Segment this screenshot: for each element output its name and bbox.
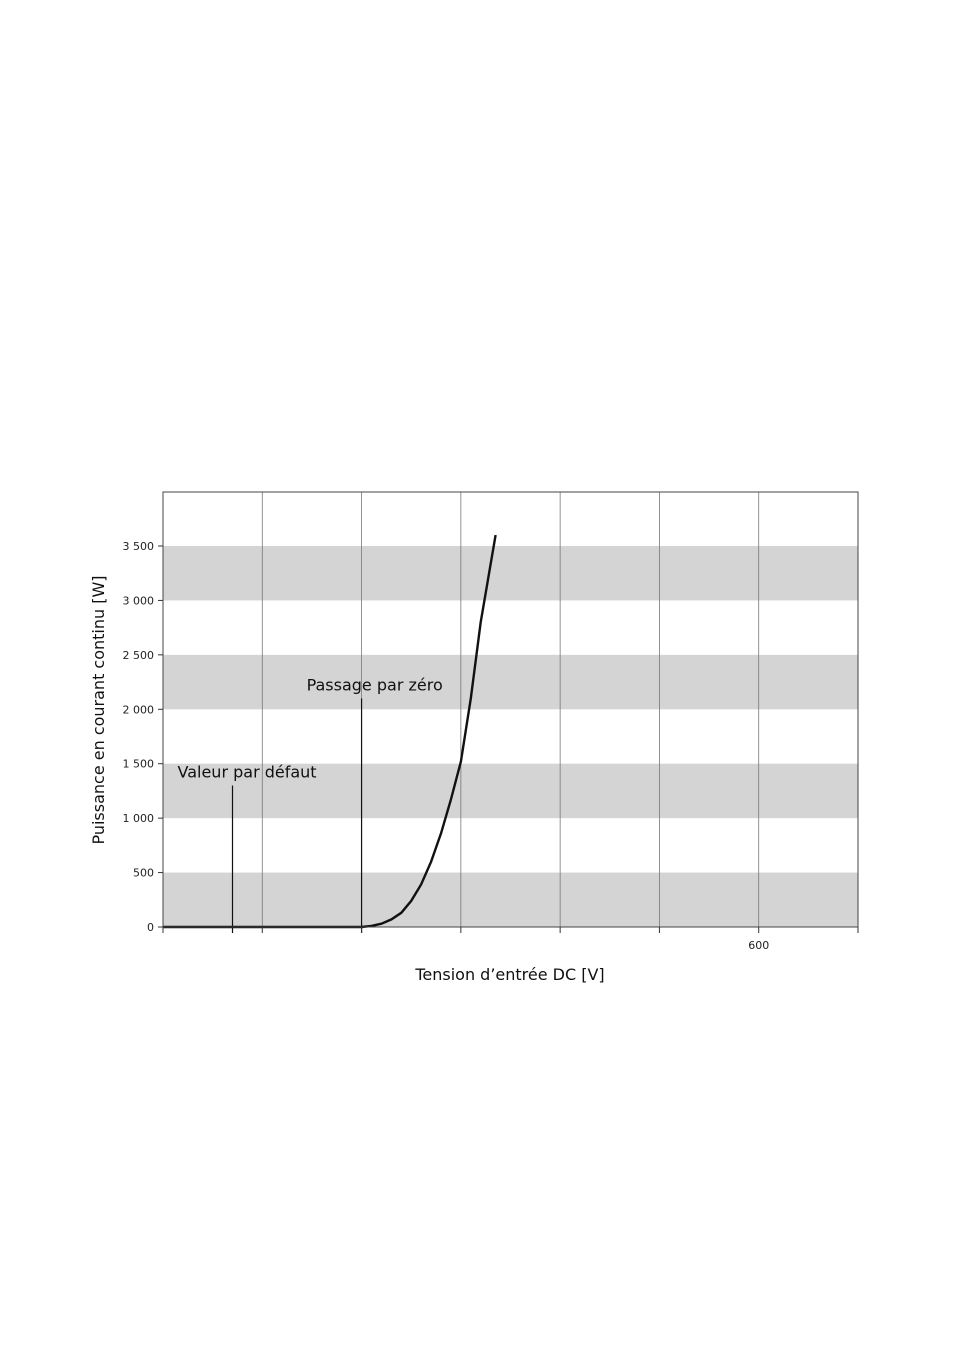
band bbox=[163, 872, 858, 927]
axis-ticks bbox=[158, 545, 859, 933]
y-axis-title: Puissance en courant continu [W] bbox=[89, 575, 108, 844]
y-tick-label: 0 bbox=[147, 921, 154, 934]
y-tick-label: 500 bbox=[133, 867, 154, 880]
annotation-label: Passage par zéro bbox=[307, 675, 443, 694]
y-tick-label: 2 000 bbox=[123, 703, 155, 716]
y-tick-label: 3 500 bbox=[123, 540, 155, 553]
background-bands bbox=[163, 546, 858, 927]
y-tick-label: 1 000 bbox=[123, 812, 155, 825]
x-tick-label: 600 bbox=[748, 939, 769, 952]
y-tick-label: 2 500 bbox=[123, 649, 155, 662]
axis-labels: 0 500 1 000 1 500 2 000 2 500 3 000 3 500 600 bbox=[123, 540, 770, 952]
y-tick-label: 1 500 bbox=[123, 758, 155, 771]
x-axis-title: Tension d’entrée DC [V] bbox=[414, 965, 604, 984]
band bbox=[163, 654, 858, 710]
y-tick-label: 3 000 bbox=[123, 594, 155, 607]
band bbox=[163, 763, 858, 819]
annotations: Valeur par défaut Passage par zéro bbox=[178, 675, 443, 933]
band bbox=[163, 546, 858, 601]
annotation-label: Valeur par défaut bbox=[178, 762, 317, 781]
series-line bbox=[163, 534, 497, 929]
